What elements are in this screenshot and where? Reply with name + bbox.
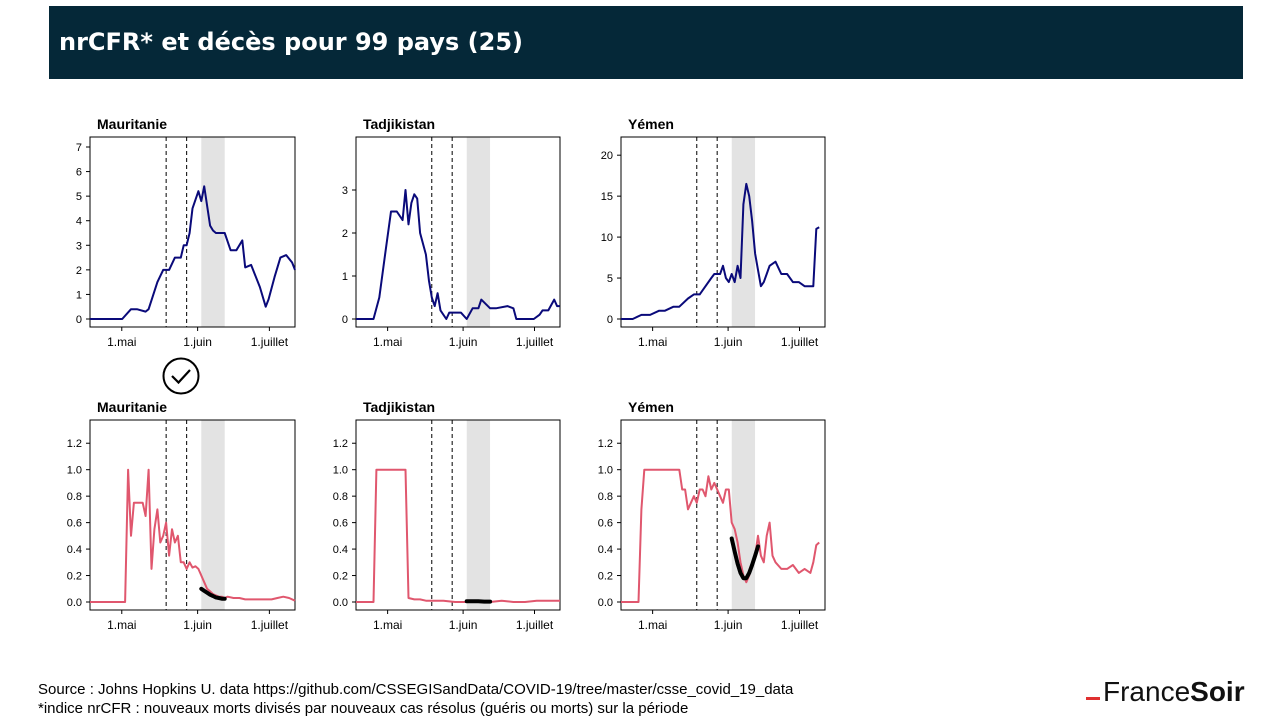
y-tick-label-1-5: 5	[76, 191, 82, 203]
y-tick-label-1-1: 1	[76, 289, 82, 301]
plot-frame-1	[89, 136, 296, 328]
shaded-window-4	[201, 420, 225, 610]
y-tick-label-4-3: 0.6	[67, 518, 82, 530]
x-tick-label-4-0: 1.mai	[107, 618, 136, 632]
series-line-5	[356, 468, 560, 603]
x-tick-label-1-2: 1.juillet	[251, 335, 289, 349]
x-tick-label-1-0: 1.mai	[107, 335, 136, 349]
x-tick-label-2-1: 1.juin	[449, 335, 478, 349]
y-tick-label-1-2: 2	[76, 265, 82, 277]
y-tick-label-6-2: 0.4	[598, 544, 613, 556]
x-tick-label-6-1: 1.juin	[714, 618, 743, 632]
panel-title-4: Mauritanie	[97, 399, 167, 415]
plot-frame-3	[620, 136, 826, 328]
x-tick-label-2-0: 1.mai	[373, 335, 402, 349]
x-tick-label-4-2: 1.juillet	[251, 618, 289, 632]
y-tick-label-4-2: 0.4	[67, 544, 82, 556]
y-tick-label-1-0: 0	[76, 314, 82, 326]
panel-title-3: Yémen	[628, 116, 674, 132]
x-tick-label-5-1: 1.juin	[449, 618, 478, 632]
panel-title-5: Tadjikistan	[363, 399, 435, 415]
plot-frame-6	[620, 419, 826, 611]
y-tick-label-6-1: 0.2	[598, 571, 613, 583]
series-line-4	[90, 468, 296, 603]
y-tick-label-5-6: 1.2	[333, 438, 348, 450]
francesoir-logo: FranceSoir	[1086, 676, 1245, 712]
y-tick-label-3-4: 20	[601, 150, 613, 162]
y-tick-label-4-5: 1.0	[67, 465, 82, 477]
series-line-3	[621, 182, 820, 320]
y-tick-label-4-6: 1.2	[67, 438, 82, 450]
logo-part1: France	[1103, 676, 1191, 707]
check-icon	[162, 357, 200, 395]
y-tick-label-2-1: 1	[342, 271, 348, 283]
plot-frame-5	[355, 419, 561, 611]
x-tick-label-3-0: 1.mai	[638, 335, 667, 349]
y-tick-label-3-1: 5	[607, 273, 613, 285]
x-tick-label-2-2: 1.juillet	[516, 335, 554, 349]
title-bar: nrCFR* et décès pour 99 pays (25)	[49, 6, 1243, 79]
panel-title-1: Mauritanie	[97, 116, 167, 132]
x-tick-label-3-2: 1.juillet	[781, 335, 819, 349]
note-line: *indice nrCFR : nouveaux morts divisés p…	[38, 700, 689, 717]
y-tick-label-1-4: 4	[76, 216, 82, 228]
shaded-window-2	[466, 137, 491, 327]
y-tick-label-5-5: 1.0	[333, 465, 348, 477]
y-tick-label-6-4: 0.8	[598, 491, 613, 503]
y-tick-label-3-0: 0	[607, 314, 613, 326]
x-tick-label-6-2: 1.juillet	[781, 618, 819, 632]
series-line-1	[90, 185, 296, 320]
y-tick-label-5-1: 0.2	[333, 571, 348, 583]
logo-part2: Soir	[1190, 676, 1245, 707]
panel-title-2: Tadjikistan	[363, 116, 435, 132]
y-tick-label-2-2: 2	[342, 228, 348, 240]
y-tick-label-4-4: 0.8	[67, 491, 82, 503]
panel-title-6: Yémen	[628, 399, 674, 415]
y-tick-label-1-6: 6	[76, 167, 82, 179]
x-tick-label-1-1: 1.juin	[183, 335, 212, 349]
plot-frame-4	[89, 419, 296, 611]
shaded-window-5	[466, 420, 491, 610]
y-tick-label-6-5: 1.0	[598, 465, 613, 477]
x-tick-label-4-1: 1.juin	[183, 618, 212, 632]
y-tick-label-4-1: 0.2	[67, 571, 82, 583]
shaded-window-3	[731, 137, 756, 327]
fit-curve-4	[199, 586, 227, 601]
y-tick-label-5-3: 0.6	[333, 518, 348, 530]
y-tick-label-3-2: 10	[601, 232, 613, 244]
y-tick-label-6-3: 0.6	[598, 518, 613, 530]
y-tick-label-1-3: 3	[76, 240, 82, 252]
x-tick-label-6-0: 1.mai	[638, 618, 667, 632]
source-line: Source : Johns Hopkins U. data https://g…	[38, 681, 794, 698]
shaded-window-6	[731, 420, 756, 610]
y-tick-label-5-4: 0.8	[333, 491, 348, 503]
source-block: Source : Johns Hopkins U. data https://g…	[38, 680, 793, 718]
series-line-6	[621, 468, 820, 603]
y-tick-label-3-3: 15	[601, 191, 613, 203]
y-tick-label-2-0: 0	[342, 314, 348, 326]
page-title: nrCFR* et décès pour 99 pays (25)	[59, 28, 523, 56]
logo-accent	[1086, 697, 1100, 700]
x-tick-label-5-0: 1.mai	[373, 618, 402, 632]
y-tick-label-2-3: 3	[342, 185, 348, 197]
shaded-window-1	[201, 137, 225, 327]
y-tick-label-4-0: 0.0	[67, 597, 82, 609]
x-tick-label-5-2: 1.juillet	[516, 618, 554, 632]
plot-frame-2	[355, 136, 561, 328]
y-tick-label-5-0: 0.0	[333, 597, 348, 609]
x-tick-label-3-1: 1.juin	[714, 335, 743, 349]
fit-curve-6	[729, 536, 760, 581]
series-line-2	[356, 189, 560, 320]
y-tick-label-1-7: 7	[76, 142, 82, 154]
y-tick-label-6-6: 1.2	[598, 438, 613, 450]
y-tick-label-5-2: 0.4	[333, 544, 348, 556]
y-tick-label-6-0: 0.0	[598, 597, 613, 609]
